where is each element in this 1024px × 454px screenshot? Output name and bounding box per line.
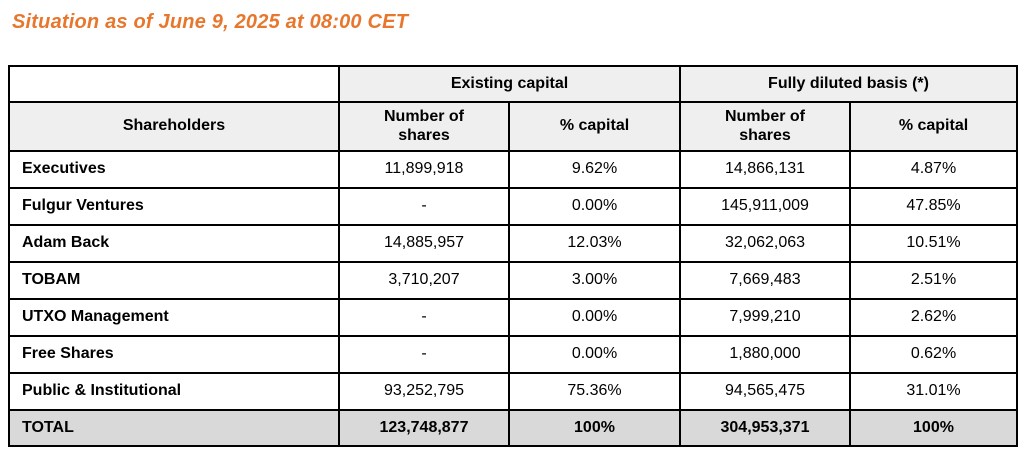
shareholder-name: TOBAM xyxy=(8,261,340,300)
diluted-pct: 31.01% xyxy=(849,372,1018,411)
table-row-executives: Executives 11,899,918 9.62% 14,866,131 4… xyxy=(8,150,1018,189)
shareholder-name: Fulgur Ventures xyxy=(8,187,340,226)
diluted-pct: 0.62% xyxy=(849,335,1018,374)
existing-shares: - xyxy=(338,187,510,226)
table-row-total: TOTAL 123,748,877 100% 304,953,371 100% xyxy=(8,409,1018,447)
existing-shares: 11,899,918 xyxy=(338,150,510,189)
shareholders-table: Existing capital Fully diluted basis (*)… xyxy=(8,65,1018,447)
column-header-row: Shareholders Number of shares % capital … xyxy=(8,101,1018,152)
existing-shares: - xyxy=(338,335,510,374)
table-row-utxo-management: UTXO Management - 0.00% 7,999,210 2.62% xyxy=(8,298,1018,337)
table-row-adam-back: Adam Back 14,885,957 12.03% 32,062,063 1… xyxy=(8,224,1018,263)
diluted-shares: 7,669,483 xyxy=(679,261,851,300)
table-row-public-institutional: Public & Institutional 93,252,795 75.36%… xyxy=(8,372,1018,411)
diluted-shares: 14,866,131 xyxy=(679,150,851,189)
existing-shares: 14,885,957 xyxy=(338,224,510,263)
shareholder-name: Executives xyxy=(8,150,340,189)
empty-corner-cell xyxy=(8,65,340,103)
existing-pct: 3.00% xyxy=(508,261,681,300)
column-header-number-of-shares-diluted: Number of shares xyxy=(679,101,851,152)
group-header-row: Existing capital Fully diluted basis (*) xyxy=(8,65,1018,103)
shareholder-name: Public & Institutional xyxy=(8,372,340,411)
total-label: TOTAL xyxy=(8,409,340,447)
existing-shares: 93,252,795 xyxy=(338,372,510,411)
shareholder-name: Adam Back xyxy=(8,224,340,263)
diluted-pct: 4.87% xyxy=(849,150,1018,189)
diluted-pct: 2.51% xyxy=(849,261,1018,300)
diluted-pct: 47.85% xyxy=(849,187,1018,226)
total-existing-pct: 100% xyxy=(508,409,681,447)
page-title: Situation as of June 9, 2025 at 08:00 CE… xyxy=(12,11,409,33)
total-diluted-shares: 304,953,371 xyxy=(679,409,851,447)
shareholder-name: Free Shares xyxy=(8,335,340,374)
existing-pct: 75.36% xyxy=(508,372,681,411)
existing-shares: - xyxy=(338,298,510,337)
group-header-existing-capital: Existing capital xyxy=(338,65,681,103)
shareholder-name: UTXO Management xyxy=(8,298,340,337)
diluted-pct: 10.51% xyxy=(849,224,1018,263)
column-header-number-of-shares-existing: Number of shares xyxy=(338,101,510,152)
existing-pct: 12.03% xyxy=(508,224,681,263)
existing-shares: 3,710,207 xyxy=(338,261,510,300)
diluted-shares: 32,062,063 xyxy=(679,224,851,263)
existing-pct: 0.00% xyxy=(508,298,681,337)
total-diluted-pct: 100% xyxy=(849,409,1018,447)
total-existing-shares: 123,748,877 xyxy=(338,409,510,447)
diluted-shares: 145,911,009 xyxy=(679,187,851,226)
column-header-pct-capital-diluted: % capital xyxy=(849,101,1018,152)
existing-pct: 0.00% xyxy=(508,335,681,374)
existing-pct: 9.62% xyxy=(508,150,681,189)
column-header-shareholders: Shareholders xyxy=(8,101,340,152)
diluted-pct: 2.62% xyxy=(849,298,1018,337)
column-header-pct-capital-existing: % capital xyxy=(508,101,681,152)
diluted-shares: 94,565,475 xyxy=(679,372,851,411)
diluted-shares: 1,880,000 xyxy=(679,335,851,374)
existing-pct: 0.00% xyxy=(508,187,681,226)
diluted-shares: 7,999,210 xyxy=(679,298,851,337)
group-header-fully-diluted: Fully diluted basis (*) xyxy=(679,65,1018,103)
table-row-fulgur-ventures: Fulgur Ventures - 0.00% 145,911,009 47.8… xyxy=(8,187,1018,226)
table-row-free-shares: Free Shares - 0.00% 1,880,000 0.62% xyxy=(8,335,1018,374)
table-row-tobam: TOBAM 3,710,207 3.00% 7,669,483 2.51% xyxy=(8,261,1018,300)
